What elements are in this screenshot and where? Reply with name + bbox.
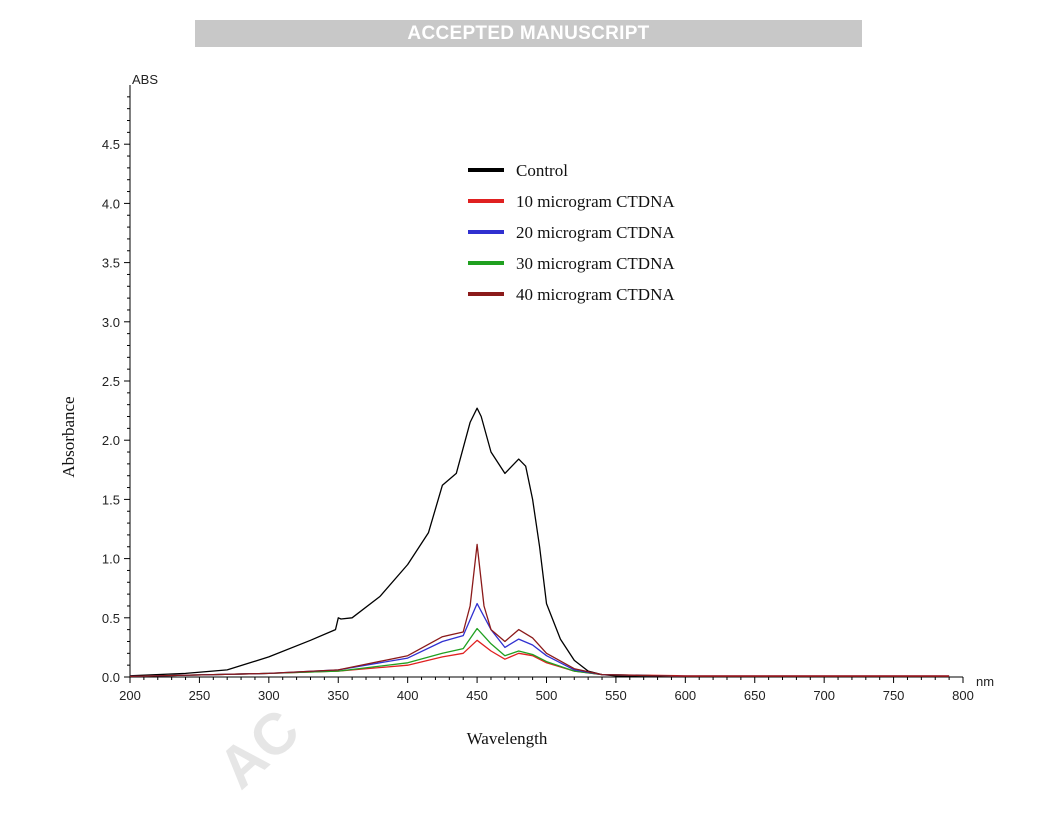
y-tick-label: 2.5 bbox=[102, 374, 120, 389]
legend-label: 30 microgram CTDNA bbox=[516, 254, 675, 273]
legend-label: Control bbox=[516, 161, 568, 180]
x-axis-title: Wavelength bbox=[467, 729, 548, 748]
x-tick-label: 250 bbox=[189, 688, 211, 703]
y-tick-label: 2.0 bbox=[102, 433, 120, 448]
y-tick-label: 4.5 bbox=[102, 137, 120, 152]
axes: 200 250 300 350 400 450 500 550 600 650 700 750 800 0… bbox=[102, 85, 974, 703]
series-line bbox=[129, 543, 950, 678]
series-line bbox=[129, 407, 950, 678]
y-tick-label: 3.5 bbox=[102, 256, 120, 271]
x-tick-label: 400 bbox=[397, 688, 419, 703]
y-axis-title: Absorbance bbox=[59, 396, 78, 477]
y-tick-label: 1.0 bbox=[102, 552, 120, 567]
legend-label: 10 microgram CTDNA bbox=[516, 192, 675, 211]
x-unit-label: nm bbox=[976, 674, 994, 689]
legend-label: 40 microgram CTDNA bbox=[516, 285, 675, 304]
x-tick-label: 550 bbox=[605, 688, 627, 703]
y-tick-label: 1.5 bbox=[102, 492, 120, 507]
legend-label: 20 microgram CTDNA bbox=[516, 223, 675, 242]
y-tick-label: 0.0 bbox=[102, 670, 120, 685]
series-line bbox=[129, 627, 950, 678]
x-tick-label: 500 bbox=[536, 688, 558, 703]
y-unit-label: ABS bbox=[132, 72, 158, 87]
x-tick-label: 650 bbox=[744, 688, 766, 703]
y-tick-label: 3.0 bbox=[102, 315, 120, 330]
x-tick-label: 450 bbox=[466, 688, 488, 703]
legend: Control 10 microgram CTDNA 20 microgram CT… bbox=[468, 161, 675, 304]
x-tick-label: 750 bbox=[883, 688, 905, 703]
accepted-manuscript-banner: ACCEPTED MANUSCRIPT bbox=[195, 20, 862, 47]
x-tick-label: 350 bbox=[327, 688, 349, 703]
x-tick-label: 600 bbox=[674, 688, 696, 703]
series-layer bbox=[129, 407, 950, 678]
y-tick-label: 4.0 bbox=[102, 196, 120, 211]
x-tick-label: 300 bbox=[258, 688, 280, 703]
y-tick-label: 0.5 bbox=[102, 611, 120, 626]
x-tick-label: 700 bbox=[813, 688, 835, 703]
x-tick-label: 800 bbox=[952, 688, 974, 703]
x-tick-label: 200 bbox=[119, 688, 141, 703]
series-line bbox=[129, 602, 950, 678]
